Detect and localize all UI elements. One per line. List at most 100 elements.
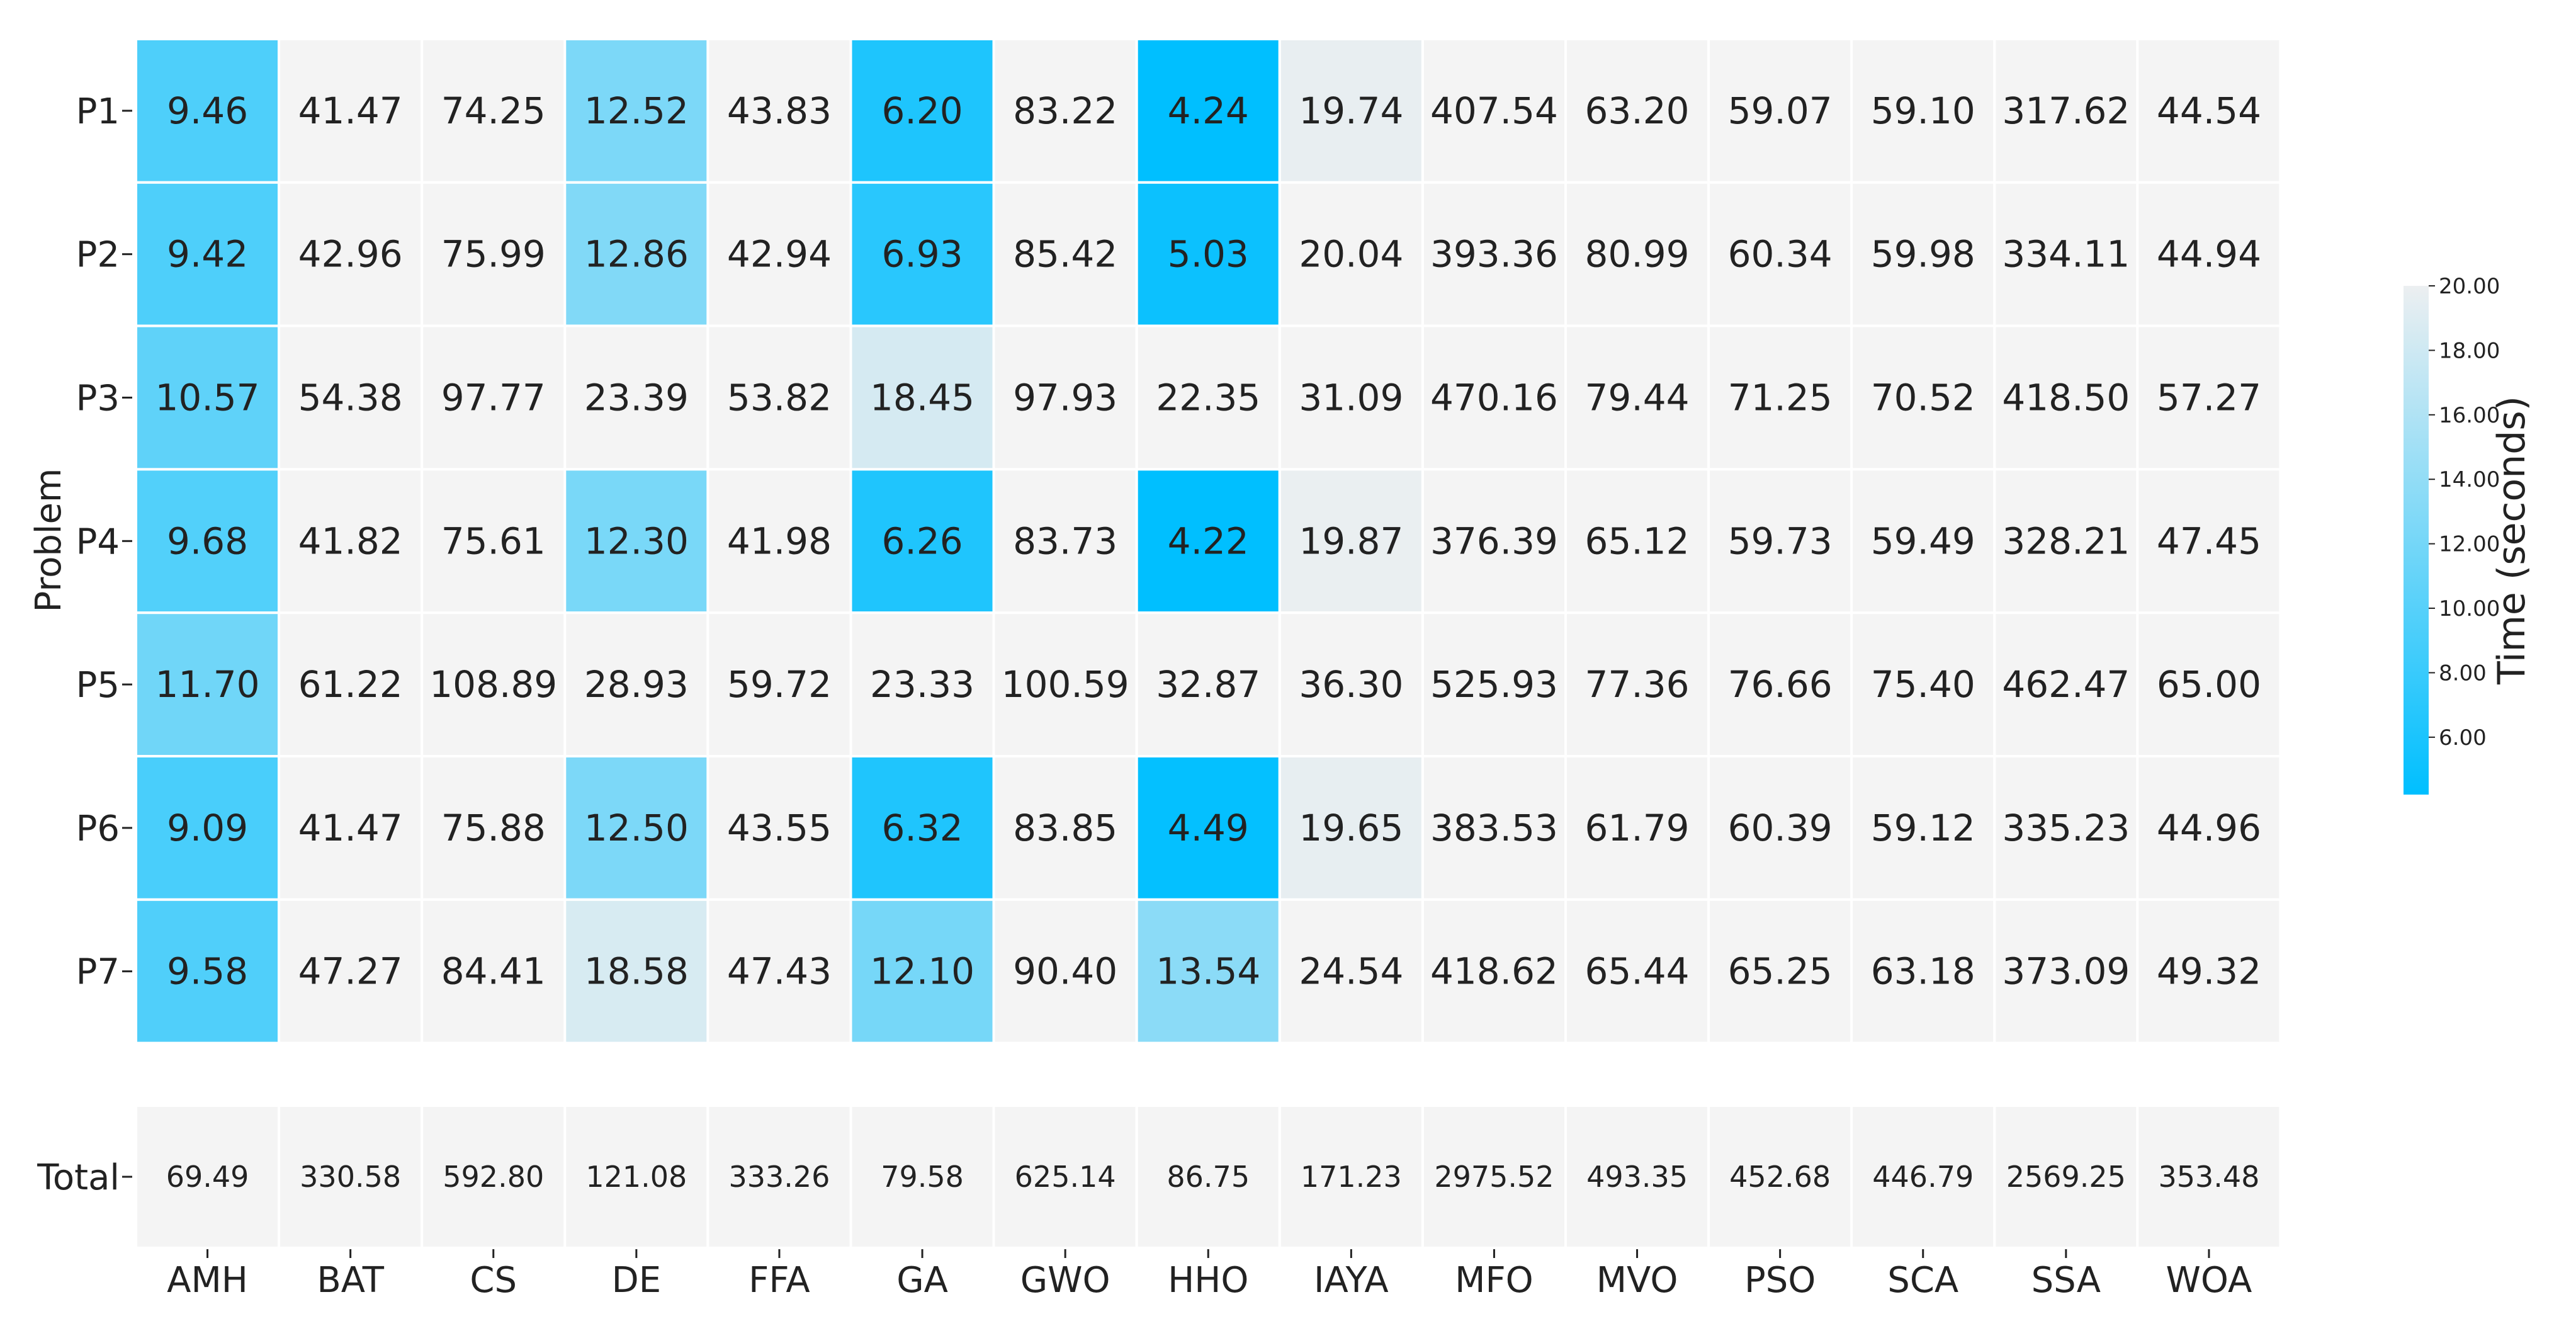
cell-value-P2-MVO: 80.99 — [1585, 233, 1690, 276]
heatmap-cell-P7-CS — [421, 898, 567, 1045]
row-label-total: Total — [37, 1157, 120, 1198]
heatmap-cell-P6-CS — [421, 755, 567, 901]
cell-value-P5-DE: 28.93 — [584, 663, 689, 706]
cell-value-P4-IAYA: 19.87 — [1299, 519, 1403, 562]
heatmap-cell-P7-PSO — [1707, 898, 1853, 1045]
cell-value-P5-HHO: 32.87 — [1156, 663, 1260, 706]
column-ticks: AMH BAT CS DE FFA GA GWO HHO IAYA MFO MVO PSO SCA SSA… — [167, 1249, 2252, 1301]
row-label-P5: P5 — [76, 665, 120, 706]
heatmap-cell-P4-SSA — [1993, 468, 2139, 615]
cell-value-P2-MFO: 393.36 — [1430, 233, 1558, 276]
heatmap-cell-P4-DE — [563, 468, 709, 615]
total-value-MFO: 2975.52 — [1434, 1160, 1554, 1194]
heatmap-cell-P2-DE — [563, 181, 709, 327]
heatmap-cell-P5-DE — [563, 611, 709, 758]
cell-value-P4-FFA: 41.98 — [727, 519, 832, 562]
cell-value-P5-IAYA: 36.30 — [1299, 663, 1403, 706]
cell-value-P3-HHO: 22.35 — [1156, 377, 1260, 419]
cell-value-P5-CS: 108.89 — [429, 663, 557, 706]
total-cell-HHO — [1135, 1104, 1281, 1249]
cell-value-P7-WOA: 49.32 — [2157, 950, 2261, 993]
cell-value-P6-DE: 12.50 — [584, 807, 689, 849]
cell-value-P1-CS: 74.25 — [441, 89, 546, 132]
colorbar-tick-label-12.00: 12.00 — [2439, 532, 2500, 557]
cell-value-P6-FFA: 43.55 — [727, 807, 832, 849]
heatmap-cell-P5-SCA — [1850, 611, 1996, 758]
colorbar-tick-label-10.00: 10.00 — [2439, 596, 2500, 621]
heatmap-cell-P5-HHO — [1135, 611, 1281, 758]
row-label-P1: P1 — [76, 91, 120, 132]
cell-value-P5-SSA: 462.47 — [2002, 663, 2130, 706]
cell-value-P1-HHO: 4.24 — [1168, 89, 1249, 132]
heatmap-cell-P2-GA — [849, 181, 995, 327]
cell-value-P1-IAYA: 19.74 — [1299, 89, 1403, 132]
total-cell-WOA — [2136, 1104, 2282, 1249]
heatmap-cell-P6-SSA — [1993, 755, 2139, 901]
cell-value-P1-FFA: 43.83 — [727, 89, 832, 132]
heatmap-cell-P7-HHO — [1135, 898, 1281, 1045]
heatmap-cell-P7-AMH — [135, 898, 281, 1045]
cell-value-P6-SSA: 335.23 — [2002, 807, 2130, 849]
cell-value-P5-GA: 23.33 — [870, 663, 974, 706]
heatmap-cell-P3-PSO — [1707, 324, 1853, 471]
cell-value-P6-MVO: 61.79 — [1585, 807, 1690, 849]
heatmap-cell-P5-MFO — [1421, 611, 1567, 758]
cell-value-P5-PSO: 76.66 — [1728, 663, 1833, 706]
total-value-PSO: 452.68 — [1729, 1160, 1831, 1194]
cell-value-P7-GWO: 90.40 — [1013, 950, 1117, 993]
cell-value-P6-CS: 75.88 — [441, 807, 546, 849]
heatmap-cell-P3-SCA — [1850, 324, 1996, 471]
cell-value-P6-BAT: 41.47 — [298, 807, 403, 849]
cell-value-P4-GWO: 83.73 — [1013, 519, 1117, 562]
cell-value-P5-GWO: 100.59 — [1002, 663, 1129, 706]
heatmap-cell-P5-PSO — [1707, 611, 1853, 758]
heatmap-cell-P5-SSA — [1993, 611, 2139, 758]
cell-value-P7-MVO: 65.44 — [1585, 950, 1690, 993]
col-label-IAYA: IAYA — [1314, 1260, 1389, 1301]
heatmap-cell-P2-SSA — [1993, 181, 2139, 327]
cell-value-P5-AMH: 11.70 — [155, 663, 260, 706]
heatmap-cell-P1-MFO — [1421, 38, 1567, 184]
cell-value-P2-CS: 75.99 — [441, 233, 546, 276]
cell-value-P6-GA: 6.32 — [881, 807, 963, 849]
cell-value-P7-AMH: 9.58 — [167, 950, 248, 993]
cell-value-P1-GWO: 83.22 — [1013, 89, 1117, 132]
total-cell-FFA — [706, 1104, 852, 1249]
cell-value-P2-BAT: 42.96 — [298, 233, 403, 276]
total-value-CS: 592.80 — [443, 1160, 544, 1194]
heatmap-cell-P7-WOA — [2136, 898, 2282, 1045]
row-label-P4: P4 — [76, 521, 120, 562]
cell-value-P5-MVO: 77.36 — [1585, 663, 1690, 706]
cell-value-P7-BAT: 47.27 — [298, 950, 403, 993]
cell-value-P1-AMH: 9.46 — [167, 89, 248, 132]
total-value-MVO: 493.35 — [1586, 1160, 1688, 1194]
col-label-WOA: WOA — [2166, 1260, 2252, 1301]
heatmap-cell-P7-GWO — [992, 898, 1138, 1045]
cell-value-P4-SCA: 59.49 — [1871, 519, 1975, 562]
colorbar: 6.00 8.00 10.00 12.00 14.00 16.00 18.00 20.00 — [2404, 274, 2500, 795]
heatmap-cell-P7-GA — [849, 898, 995, 1045]
cell-value-P5-SCA: 75.40 — [1871, 663, 1975, 706]
heatmap-cell-P1-SSA — [1993, 38, 2139, 184]
cell-value-P6-AMH: 9.09 — [167, 807, 248, 849]
heatmap-cell-P6-BAT — [278, 755, 424, 901]
heatmap-cell-P1-CS — [421, 38, 567, 184]
cell-value-P1-MVO: 63.20 — [1585, 89, 1690, 132]
heatmap-cell-P6-DE — [563, 755, 709, 901]
heatmap-cell-P2-SCA — [1850, 181, 1996, 327]
cell-value-P4-DE: 12.30 — [584, 519, 689, 562]
col-label-BAT: BAT — [317, 1260, 384, 1301]
cell-value-P3-GWO: 97.93 — [1013, 377, 1117, 419]
heatmap-cell-P5-GA — [849, 611, 995, 758]
col-label-HHO: HHO — [1168, 1260, 1248, 1301]
heatmap-cell-P7-MFO — [1421, 898, 1567, 1045]
heatmap-cell-P2-BAT — [278, 181, 424, 327]
cell-value-P3-MFO: 470.16 — [1430, 377, 1558, 419]
heatmap-cell-P3-IAYA — [1278, 324, 1424, 471]
total-cell-GWO — [992, 1104, 1138, 1249]
heatmap-cell-P7-DE — [563, 898, 709, 1045]
col-label-GWO: GWO — [1020, 1260, 1110, 1301]
cell-value-P7-FFA: 47.43 — [727, 950, 832, 993]
col-label-MVO: MVO — [1596, 1260, 1678, 1301]
heatmap-cell-P2-GWO — [992, 181, 1138, 327]
